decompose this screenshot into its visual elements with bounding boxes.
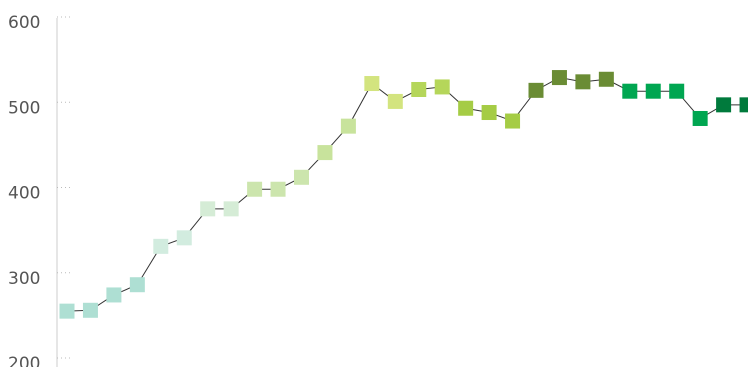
marker	[270, 181, 286, 197]
y-tick-label: 400	[8, 184, 40, 204]
line	[66, 77, 748, 312]
y-tick-label: 200	[8, 354, 40, 367]
marker	[129, 277, 145, 293]
marker	[598, 71, 614, 87]
marker	[692, 110, 708, 126]
marker	[317, 145, 333, 161]
marker	[505, 113, 521, 129]
marker	[176, 230, 192, 246]
marker	[669, 83, 685, 99]
marker	[458, 100, 474, 116]
marker	[247, 181, 263, 197]
marker	[739, 97, 748, 113]
marker	[59, 303, 75, 319]
marker	[622, 83, 638, 99]
marker	[106, 287, 122, 303]
marker	[645, 83, 661, 99]
marker	[411, 81, 427, 97]
marker	[294, 169, 309, 185]
marker	[528, 82, 544, 98]
marker	[82, 302, 98, 318]
y-tick-label: 300	[8, 269, 40, 289]
marker	[716, 97, 732, 113]
marker	[575, 74, 591, 90]
marker	[200, 201, 216, 217]
marker	[434, 79, 450, 95]
y-tick-label: 500	[8, 98, 40, 118]
marker	[223, 201, 239, 217]
marker	[481, 105, 497, 121]
y-tick-label: 600	[8, 13, 40, 33]
marker	[364, 76, 380, 92]
marker	[551, 70, 567, 86]
marker	[340, 118, 356, 134]
marker	[153, 238, 169, 254]
marker	[387, 93, 403, 109]
